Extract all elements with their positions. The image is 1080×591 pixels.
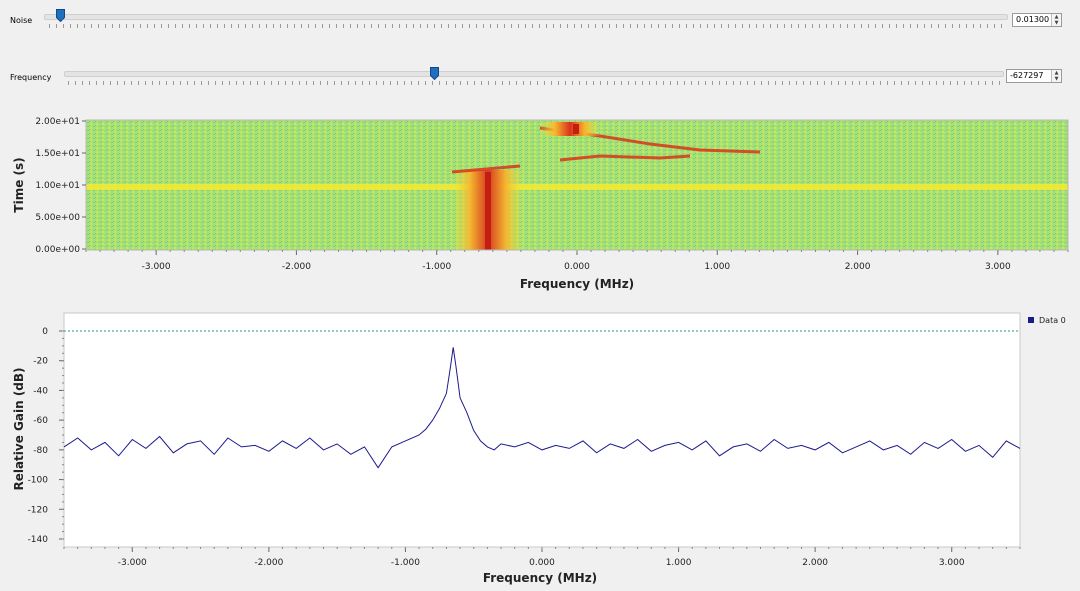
waterfall-ytick-label: 5.00e+00 (35, 213, 80, 223)
spectrum-xlabel: Frequency (MHz) (483, 571, 597, 585)
legend-entry-data-0: Data 0 (1039, 316, 1066, 325)
spectrum-xtick-label: 3.000 (939, 558, 965, 568)
legend: Data 0 (1028, 316, 1066, 325)
frequency-slider-ticks (68, 81, 1000, 85)
spectrum-ytick-label: -120 (28, 505, 49, 515)
waterfall-signal-upper-core (573, 124, 579, 134)
spectrum-xtick-label: 0.000 (529, 558, 555, 568)
spectrum-ytick-label: -20 (33, 357, 48, 367)
waterfall-signal-lower-core (485, 172, 491, 250)
spectrum-xtick-label: -3.000 (118, 558, 147, 568)
waterfall-xtick-label: -1.000 (422, 262, 451, 272)
spectrum-ytick-label: -80 (33, 446, 48, 456)
frequency-label: Frequency (10, 73, 52, 82)
noise-spin-arrows[interactable]: ▲ ▼ (1051, 14, 1061, 26)
frequency-spinbox[interactable]: -627297 ▲ ▼ (1006, 69, 1062, 83)
waterfall-xtick-label: -2.000 (282, 262, 311, 272)
spectrum-xtick-label: 2.000 (802, 558, 828, 568)
noise-slider-groove[interactable] (44, 14, 1008, 20)
waterfall-xtick-label: 1.000 (704, 262, 730, 272)
spectrum-xtick-label: -2.000 (254, 558, 283, 568)
spin-up-icon[interactable]: ▲ (1054, 70, 1059, 76)
waterfall-ytick-label: 2.00e+01 (35, 117, 80, 127)
frequency-value: -627297 (1010, 71, 1044, 80)
waterfall-xtick-label: 2.000 (845, 262, 871, 272)
spectrum-canvas (64, 313, 1020, 547)
spin-down-icon[interactable]: ▼ (1054, 20, 1059, 26)
waterfall-xtick-label: 0.000 (564, 262, 590, 272)
series-line-data-0 (63, 347, 1021, 469)
noise-label: Noise (10, 16, 33, 25)
spectrum-ylabel: Relative Gain (dB) (12, 367, 26, 490)
spectrum-xtick-label: -1.000 (391, 558, 420, 568)
noise-value: 0.01300 (1016, 15, 1050, 24)
spectrum-ytick-label: -40 (33, 386, 48, 396)
waterfall-xtick-label: -3.000 (142, 262, 171, 272)
spectrum-plot[interactable]: 0 -20 -40 -60 -80 -100 -120 -140 -3.000 -2.000 -1… (0, 301, 1080, 591)
waterfall-xtick-label: 3.000 (985, 262, 1011, 272)
spin-up-icon[interactable]: ▲ (1054, 14, 1059, 20)
waterfall-ytick-label: 0.00e+00 (35, 245, 80, 255)
spectrum-ytick-label: 0 (42, 327, 48, 337)
frequency-slider-groove[interactable] (64, 71, 1004, 77)
noise-slider-ticks (49, 24, 1003, 28)
spectrum-ytick-label: -60 (33, 416, 48, 426)
waterfall-ytick-label: 1.50e+01 (35, 149, 80, 159)
spin-down-icon[interactable]: ▼ (1054, 76, 1059, 82)
spectrum-ytick-label: -140 (28, 535, 49, 545)
frequency-slider-handle[interactable] (430, 67, 439, 80)
noise-spinbox[interactable]: 0.01300 ▲ ▼ (1012, 13, 1062, 27)
waterfall-ylabel: Time (s) (12, 157, 26, 212)
waterfall-signal-upper (540, 122, 600, 136)
frequency-spin-arrows[interactable]: ▲ ▼ (1051, 70, 1061, 82)
legend-swatch-data-0 (1028, 317, 1034, 323)
spectrum-xtick-label: 1.000 (666, 558, 692, 568)
noise-slider-handle[interactable] (55, 9, 65, 22)
waterfall-horizontal-band (86, 184, 1068, 190)
waterfall-ytick-label: 1.00e+01 (35, 181, 80, 191)
spectrum-ytick-label: -100 (28, 476, 49, 486)
waterfall-plot[interactable]: 0.00e+00 5.00e+00 1.00e+01 1.50e+01 2.00e+01… (0, 100, 1080, 300)
waterfall-xlabel: Frequency (MHz) (520, 277, 634, 291)
